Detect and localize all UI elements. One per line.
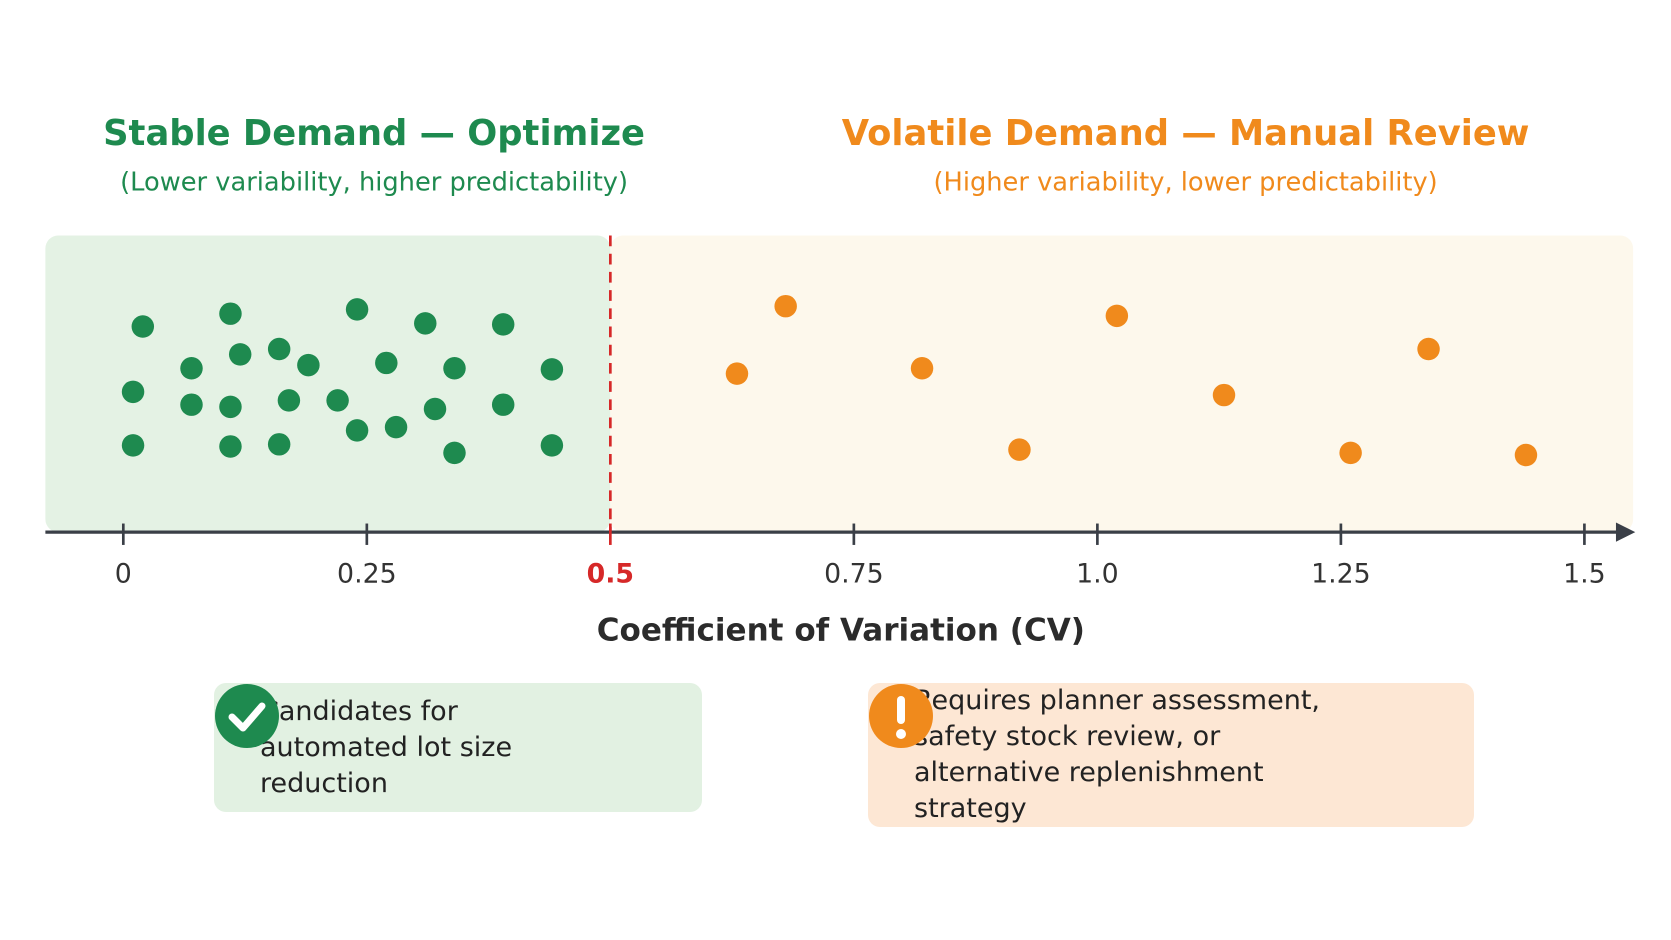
x-tick-label: 1.25	[1311, 558, 1371, 589]
point	[443, 357, 466, 380]
check-icon	[215, 684, 279, 748]
stable-panel	[45, 235, 611, 533]
axis-arrow	[1615, 522, 1636, 542]
point	[131, 315, 155, 338]
point	[1212, 383, 1236, 407]
point	[267, 433, 291, 456]
x-tick-label: 0.5	[587, 558, 634, 589]
point	[219, 302, 242, 325]
point	[774, 294, 797, 318]
point	[345, 419, 369, 442]
x-tick-label: 0.75	[824, 558, 884, 589]
point	[219, 395, 242, 419]
point	[1514, 443, 1538, 467]
zone-title: Stable Demand — Optimize	[103, 113, 645, 154]
x-axis-label: Coefficient of Variation (CV)	[597, 613, 1085, 649]
x-tick-label: 1.0	[1076, 558, 1119, 589]
point	[345, 298, 369, 321]
point	[180, 393, 203, 416]
note-card: Requires planner assessment, safety stoc…	[868, 683, 1474, 827]
point	[910, 357, 934, 380]
point	[540, 358, 564, 381]
volatile-panel	[610, 235, 1634, 533]
zone-title: Volatile Demand — Manual Review	[842, 113, 1530, 154]
point	[219, 435, 242, 458]
point	[443, 441, 466, 465]
point	[725, 362, 749, 385]
point	[423, 397, 447, 421]
note-text: Candidates for automated lot size reduct…	[260, 695, 513, 799]
point	[267, 337, 291, 361]
note-card: Candidates for automated lot size reduct…	[214, 683, 702, 812]
point	[1339, 441, 1362, 465]
point	[1417, 337, 1440, 361]
point	[375, 351, 398, 375]
point	[228, 343, 252, 366]
point	[277, 389, 301, 412]
point	[180, 357, 203, 380]
series	[121, 298, 564, 465]
point	[1105, 304, 1129, 328]
note-text: Requires planner assessment, safety stoc…	[914, 685, 1321, 824]
x-tick-label: 0	[115, 558, 132, 589]
x-tick-label: 1.5	[1563, 558, 1606, 589]
point	[491, 313, 515, 336]
point	[326, 389, 349, 412]
point	[540, 434, 564, 457]
zone-subtitle: (Higher variability, lower predictabilit…	[933, 168, 1437, 198]
point	[297, 353, 320, 377]
point	[121, 434, 145, 457]
point	[491, 393, 515, 416]
point	[121, 380, 145, 404]
point	[414, 312, 437, 335]
warning-icon	[869, 684, 933, 748]
zone-subtitle: (Lower variability, higher predictabilit…	[120, 168, 628, 198]
x-tick-label: 0.25	[337, 558, 397, 589]
series	[725, 294, 1538, 467]
point	[1008, 438, 1031, 461]
point	[384, 415, 408, 439]
